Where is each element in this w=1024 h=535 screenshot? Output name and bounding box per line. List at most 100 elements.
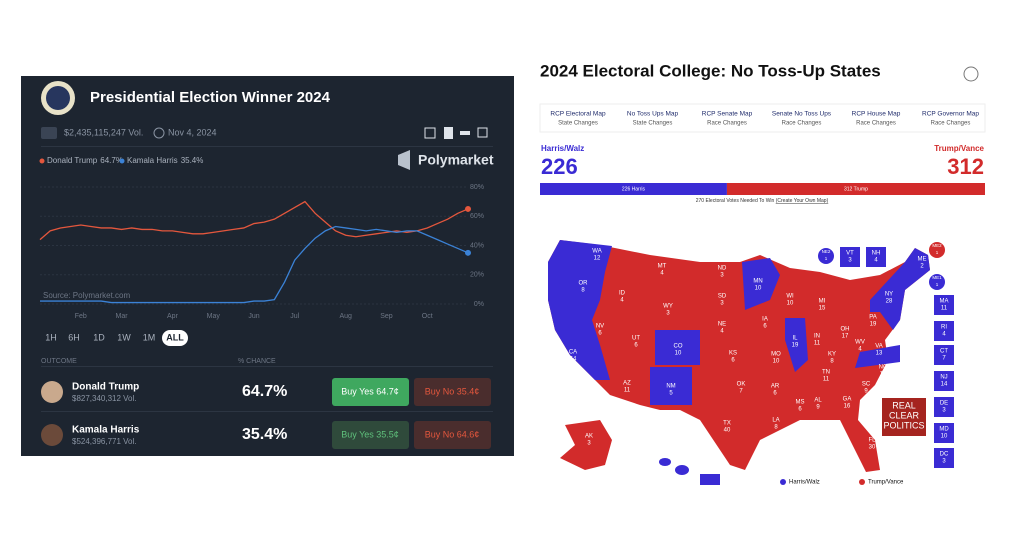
tab-title[interactable]: RCP Electoral Map (550, 111, 606, 118)
state-votes: 6 (634, 343, 638, 349)
end-point (465, 249, 471, 256)
tab-title[interactable]: No Toss Ups Map (627, 111, 679, 118)
embed-icon[interactable] (460, 131, 470, 135)
state-box (934, 295, 954, 315)
tab-title[interactable]: Senate No Toss Ups (772, 111, 832, 118)
map-blue (659, 458, 671, 466)
share-icon[interactable] (963, 66, 979, 82)
outcome-name: Kamala Harris (72, 425, 140, 436)
star-icon[interactable] (424, 127, 436, 139)
y-tick-label: 80% (470, 184, 484, 191)
state-votes: 4 (660, 271, 664, 277)
state-label: TN (822, 370, 830, 376)
x-tick-label: Mar (115, 313, 128, 320)
state-votes: 3 (666, 311, 670, 317)
state-label: VA (875, 344, 883, 350)
divider (41, 366, 493, 367)
map-red (548, 240, 930, 472)
tab-title[interactable]: RCP House Map (852, 111, 901, 118)
state-label: ME (918, 257, 927, 263)
state-label: NE2 (822, 249, 831, 254)
state-circle (818, 248, 834, 264)
rcp-logo (882, 398, 926, 436)
buy-no-button[interactable] (414, 421, 491, 449)
divider (41, 411, 493, 412)
state-label: MN (753, 279, 762, 285)
state-votes: 16 (880, 372, 887, 378)
buy-yes-button[interactable] (332, 378, 409, 406)
state-label: MS (796, 400, 805, 406)
tab-title[interactable]: RCP Senate Map (702, 111, 753, 118)
state-votes: 1 (825, 256, 828, 261)
doc-icon[interactable] (444, 127, 453, 139)
logo-text: REAL (892, 400, 916, 410)
tab-sub: Race Changes (782, 121, 822, 127)
legend-entry: Kamala Harris 35.4% (127, 156, 203, 165)
timeframe-button[interactable]: 1H (45, 332, 57, 342)
note-link[interactable]: (Create Your Own Map) (776, 198, 829, 204)
state-votes: 19 (870, 322, 877, 328)
harris-votes: 226 (541, 154, 578, 179)
state-label: MO (771, 352, 781, 358)
legend-trump: Trump/Vance (868, 480, 904, 486)
clock-icon (153, 127, 165, 139)
state-votes: 4 (942, 332, 946, 338)
state-votes: 5 (669, 391, 673, 397)
header-outcome: OUTCOME (41, 358, 77, 365)
state-label: TX (723, 421, 731, 427)
tab-sub: Race Changes (707, 121, 747, 127)
state-label: AK (585, 434, 593, 440)
timeframe-button[interactable]: 1D (93, 332, 105, 342)
state-votes: 10 (941, 434, 948, 440)
timeframe-button[interactable]: ALL (166, 332, 184, 342)
tab-sub: State Changes (558, 121, 598, 127)
buy-no-button[interactable] (414, 378, 491, 406)
harris-label: Harris/Walz (541, 144, 584, 153)
buy-yes-button[interactable] (332, 421, 409, 449)
trump-bar (726, 183, 985, 195)
state-votes: 10 (787, 301, 794, 307)
state-votes: 10 (755, 286, 762, 292)
state-label: NV (596, 324, 604, 330)
state-votes: 3 (587, 441, 591, 447)
active-timeframe[interactable] (162, 330, 188, 346)
state-label: KY (828, 352, 836, 358)
tab-sub: Race Changes (856, 121, 896, 127)
state-votes: 8 (581, 288, 585, 294)
state-votes: 6 (798, 407, 802, 413)
map-blue (700, 474, 720, 485)
timeframe-button[interactable]: 6H (68, 332, 80, 342)
state-votes: 3 (942, 408, 946, 414)
tab-bar (539, 103, 986, 133)
state-votes: 7 (942, 356, 946, 362)
state-label: ID (619, 291, 626, 297)
state-label: AR (771, 384, 780, 390)
y-tick-label: 60% (470, 213, 484, 220)
logo-text: POLITICS (883, 420, 924, 430)
legend-name: Donald Trump (47, 156, 98, 165)
tab-title[interactable]: RCP Governor Map (922, 111, 979, 118)
state-label: WI (786, 294, 794, 300)
x-tick-label: Apr (167, 313, 179, 320)
harris-bar (540, 183, 727, 195)
date: Nov 4, 2024 (168, 127, 217, 137)
timeframe-button[interactable]: 1W (117, 332, 131, 342)
trophy-icon (41, 127, 57, 139)
state-votes: 4 (858, 347, 862, 353)
state-circle (929, 242, 945, 258)
state-votes: 28 (886, 299, 893, 305)
market-title: Presidential Election Winner 2024 (90, 89, 331, 106)
us-map (548, 240, 930, 485)
timeframe-button[interactable]: 1M (143, 332, 156, 342)
trump-label: Trump/Vance (934, 144, 984, 153)
state-label: NH (872, 251, 881, 257)
state-votes: 8 (830, 359, 834, 365)
state-label: CO (674, 344, 683, 350)
volume: $2,435,115,247 Vol. (64, 127, 143, 137)
link-icon[interactable] (477, 127, 488, 138)
harris-avatar (41, 424, 63, 446)
buy-yes-label: Buy Yes 64.7¢ (341, 386, 399, 396)
state-votes: 11 (624, 388, 631, 394)
outcome-volume: $827,340,312 Vol. (72, 394, 137, 403)
